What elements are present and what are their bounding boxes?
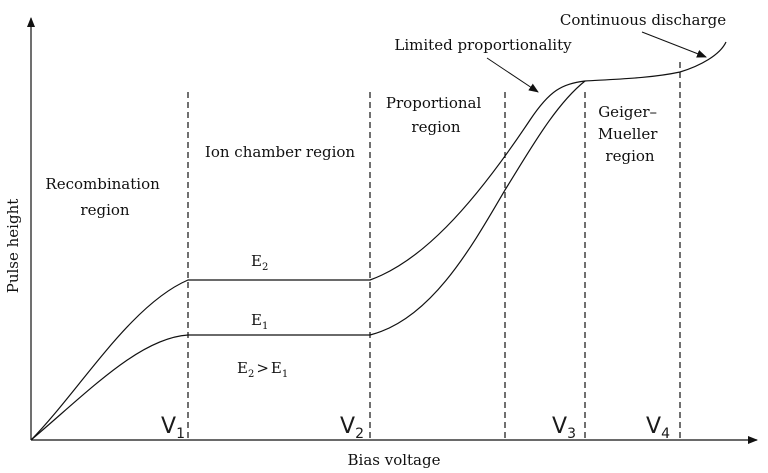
curve-e2: [30, 41, 727, 441]
continuous-discharge-arrow: [641, 31, 707, 58]
ion-chamber-region-label: Ion chamber region: [205, 143, 356, 161]
limited-proportionality-label: Limited proportionality: [394, 36, 572, 54]
y-axis-label: Pulse height: [4, 199, 22, 294]
geiger-mueller-region-label: Geiger– Mueller region: [598, 103, 662, 165]
curve-e2-label: E2: [251, 252, 268, 273]
voltage-label-v2: V2: [340, 414, 364, 442]
limited-proportionality-arrow: [486, 57, 539, 93]
energy-relation-label: E2 > E1: [237, 359, 288, 380]
curve-e1: [30, 80, 586, 441]
continuous-discharge-label: Continuous discharge: [560, 11, 726, 29]
recombination-region-label: Recombination region: [45, 175, 164, 219]
proportional-region-label: Proportional region: [386, 94, 486, 136]
x-axis-label: Bias voltage: [348, 451, 441, 469]
voltage-label-v1: V1: [161, 414, 185, 442]
curve-e1-label: E1: [251, 311, 268, 332]
voltage-label-v4: V4: [646, 414, 670, 442]
voltage-label-v3: V3: [552, 414, 576, 442]
